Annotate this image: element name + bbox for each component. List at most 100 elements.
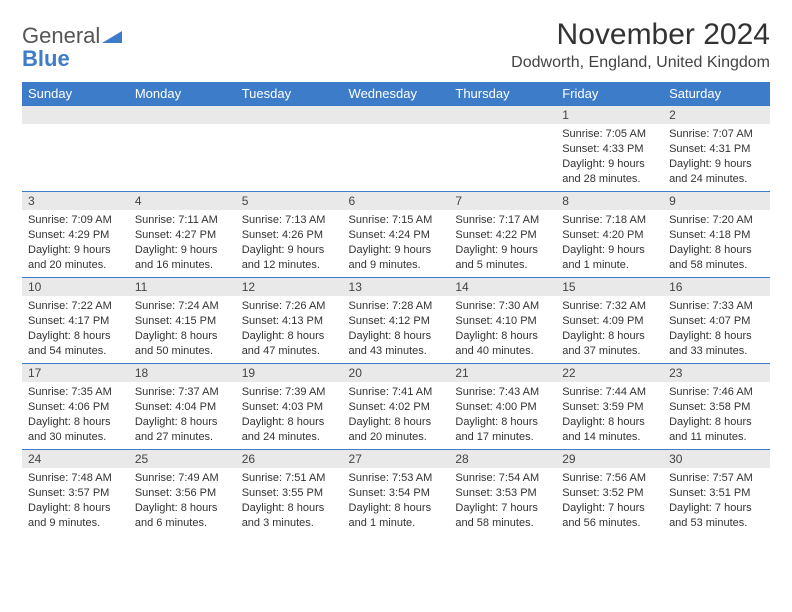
sunrise-line: Sunrise: 7:54 AM (455, 471, 550, 486)
sunrise-line: Sunrise: 7:57 AM (669, 471, 764, 486)
day-details: Sunrise: 7:05 AMSunset: 4:33 PMDaylight:… (556, 124, 663, 190)
daylight-line: Daylight: 9 hours and 9 minutes. (349, 243, 444, 273)
sunrise-line: Sunrise: 7:41 AM (349, 385, 444, 400)
sunrise-line: Sunrise: 7:11 AM (135, 213, 230, 228)
sunset-line: Sunset: 4:07 PM (669, 314, 764, 329)
sunrise-line: Sunrise: 7:28 AM (349, 299, 444, 314)
day-number: 24 (22, 450, 129, 468)
sunset-line: Sunset: 4:13 PM (242, 314, 337, 329)
logo-triangle-icon (102, 23, 122, 48)
sunset-line: Sunset: 3:54 PM (349, 486, 444, 501)
daylight-line: Daylight: 8 hours and 24 minutes. (242, 415, 337, 445)
daylight-line: Daylight: 8 hours and 47 minutes. (242, 329, 337, 359)
day-details: Sunrise: 7:15 AMSunset: 4:24 PMDaylight:… (343, 210, 450, 276)
calendar-row: 1Sunrise: 7:05 AMSunset: 4:33 PMDaylight… (22, 106, 770, 192)
calendar-row: 24Sunrise: 7:48 AMSunset: 3:57 PMDayligh… (22, 450, 770, 536)
calendar-cell: 15Sunrise: 7:32 AMSunset: 4:09 PMDayligh… (556, 278, 663, 364)
day-number: 19 (236, 364, 343, 382)
title-block: November 2024 Dodworth, England, United … (511, 18, 770, 72)
calendar-cell: 8Sunrise: 7:18 AMSunset: 4:20 PMDaylight… (556, 192, 663, 278)
day-details: Sunrise: 7:49 AMSunset: 3:56 PMDaylight:… (129, 468, 236, 534)
sunrise-line: Sunrise: 7:43 AM (455, 385, 550, 400)
month-title: November 2024 (511, 18, 770, 52)
daylight-line: Daylight: 8 hours and 37 minutes. (562, 329, 657, 359)
daylight-line: Daylight: 9 hours and 20 minutes. (28, 243, 123, 273)
sunrise-line: Sunrise: 7:56 AM (562, 471, 657, 486)
daylight-line: Daylight: 8 hours and 30 minutes. (28, 415, 123, 445)
day-details: Sunrise: 7:32 AMSunset: 4:09 PMDaylight:… (556, 296, 663, 362)
sunset-line: Sunset: 4:06 PM (28, 400, 123, 415)
day-details: Sunrise: 7:24 AMSunset: 4:15 PMDaylight:… (129, 296, 236, 362)
day-details: Sunrise: 7:28 AMSunset: 4:12 PMDaylight:… (343, 296, 450, 362)
sunrise-line: Sunrise: 7:07 AM (669, 127, 764, 142)
calendar-cell: 5Sunrise: 7:13 AMSunset: 4:26 PMDaylight… (236, 192, 343, 278)
day-details: Sunrise: 7:48 AMSunset: 3:57 PMDaylight:… (22, 468, 129, 534)
day-details: Sunrise: 7:35 AMSunset: 4:06 PMDaylight:… (22, 382, 129, 448)
calendar-cell: 10Sunrise: 7:22 AMSunset: 4:17 PMDayligh… (22, 278, 129, 364)
daylight-line: Daylight: 8 hours and 40 minutes. (455, 329, 550, 359)
day-details: Sunrise: 7:41 AMSunset: 4:02 PMDaylight:… (343, 382, 450, 448)
day-details: Sunrise: 7:18 AMSunset: 4:20 PMDaylight:… (556, 210, 663, 276)
day-details: Sunrise: 7:17 AMSunset: 4:22 PMDaylight:… (449, 210, 556, 276)
daylight-line: Daylight: 8 hours and 17 minutes. (455, 415, 550, 445)
sunrise-line: Sunrise: 7:05 AM (562, 127, 657, 142)
day-number: 12 (236, 278, 343, 296)
sunrise-line: Sunrise: 7:49 AM (135, 471, 230, 486)
day-details: Sunrise: 7:56 AMSunset: 3:52 PMDaylight:… (556, 468, 663, 534)
daynum-bar-empty (129, 106, 236, 124)
daylight-line: Daylight: 8 hours and 58 minutes. (669, 243, 764, 273)
sunrise-line: Sunrise: 7:35 AM (28, 385, 123, 400)
day-number: 7 (449, 192, 556, 210)
sunset-line: Sunset: 3:55 PM (242, 486, 337, 501)
calendar-cell: 17Sunrise: 7:35 AMSunset: 4:06 PMDayligh… (22, 364, 129, 450)
day-number: 25 (129, 450, 236, 468)
day-number: 14 (449, 278, 556, 296)
day-details: Sunrise: 7:51 AMSunset: 3:55 PMDaylight:… (236, 468, 343, 534)
weekday-header: Friday (556, 82, 663, 106)
weekday-header: Sunday (22, 82, 129, 106)
calendar-cell: 12Sunrise: 7:26 AMSunset: 4:13 PMDayligh… (236, 278, 343, 364)
calendar-cell: 24Sunrise: 7:48 AMSunset: 3:57 PMDayligh… (22, 450, 129, 536)
sunset-line: Sunset: 4:17 PM (28, 314, 123, 329)
sunset-line: Sunset: 3:57 PM (28, 486, 123, 501)
calendar-cell: 28Sunrise: 7:54 AMSunset: 3:53 PMDayligh… (449, 450, 556, 536)
day-number: 8 (556, 192, 663, 210)
calendar-cell: 3Sunrise: 7:09 AMSunset: 4:29 PMDaylight… (22, 192, 129, 278)
calendar-cell-empty (343, 106, 450, 192)
sunset-line: Sunset: 4:31 PM (669, 142, 764, 157)
day-number: 6 (343, 192, 450, 210)
sunrise-line: Sunrise: 7:13 AM (242, 213, 337, 228)
calendar-cell: 29Sunrise: 7:56 AMSunset: 3:52 PMDayligh… (556, 450, 663, 536)
day-number: 15 (556, 278, 663, 296)
sunset-line: Sunset: 4:20 PM (562, 228, 657, 243)
calendar-cell: 13Sunrise: 7:28 AMSunset: 4:12 PMDayligh… (343, 278, 450, 364)
daylight-line: Daylight: 8 hours and 27 minutes. (135, 415, 230, 445)
sunset-line: Sunset: 4:03 PM (242, 400, 337, 415)
day-number: 26 (236, 450, 343, 468)
logo-word-blue: Blue (22, 46, 70, 71)
logo-text: General Blue (22, 24, 122, 70)
day-number: 1 (556, 106, 663, 124)
weekday-header: Wednesday (343, 82, 450, 106)
day-number: 28 (449, 450, 556, 468)
sunrise-line: Sunrise: 7:33 AM (669, 299, 764, 314)
location-label: Dodworth, England, United Kingdom (511, 54, 770, 72)
daylight-line: Daylight: 8 hours and 9 minutes. (28, 501, 123, 531)
calendar-cell: 1Sunrise: 7:05 AMSunset: 4:33 PMDaylight… (556, 106, 663, 192)
sunset-line: Sunset: 4:33 PM (562, 142, 657, 157)
day-number: 4 (129, 192, 236, 210)
sunset-line: Sunset: 4:27 PM (135, 228, 230, 243)
daylight-line: Daylight: 8 hours and 1 minute. (349, 501, 444, 531)
calendar-row: 3Sunrise: 7:09 AMSunset: 4:29 PMDaylight… (22, 192, 770, 278)
calendar-cell: 18Sunrise: 7:37 AMSunset: 4:04 PMDayligh… (129, 364, 236, 450)
day-details: Sunrise: 7:22 AMSunset: 4:17 PMDaylight:… (22, 296, 129, 362)
daylight-line: Daylight: 8 hours and 43 minutes. (349, 329, 444, 359)
sunset-line: Sunset: 4:29 PM (28, 228, 123, 243)
day-details: Sunrise: 7:53 AMSunset: 3:54 PMDaylight:… (343, 468, 450, 534)
sunrise-line: Sunrise: 7:22 AM (28, 299, 123, 314)
daylight-line: Daylight: 8 hours and 11 minutes. (669, 415, 764, 445)
sunset-line: Sunset: 4:22 PM (455, 228, 550, 243)
daylight-line: Daylight: 8 hours and 50 minutes. (135, 329, 230, 359)
calendar-cell: 6Sunrise: 7:15 AMSunset: 4:24 PMDaylight… (343, 192, 450, 278)
sunset-line: Sunset: 4:24 PM (349, 228, 444, 243)
